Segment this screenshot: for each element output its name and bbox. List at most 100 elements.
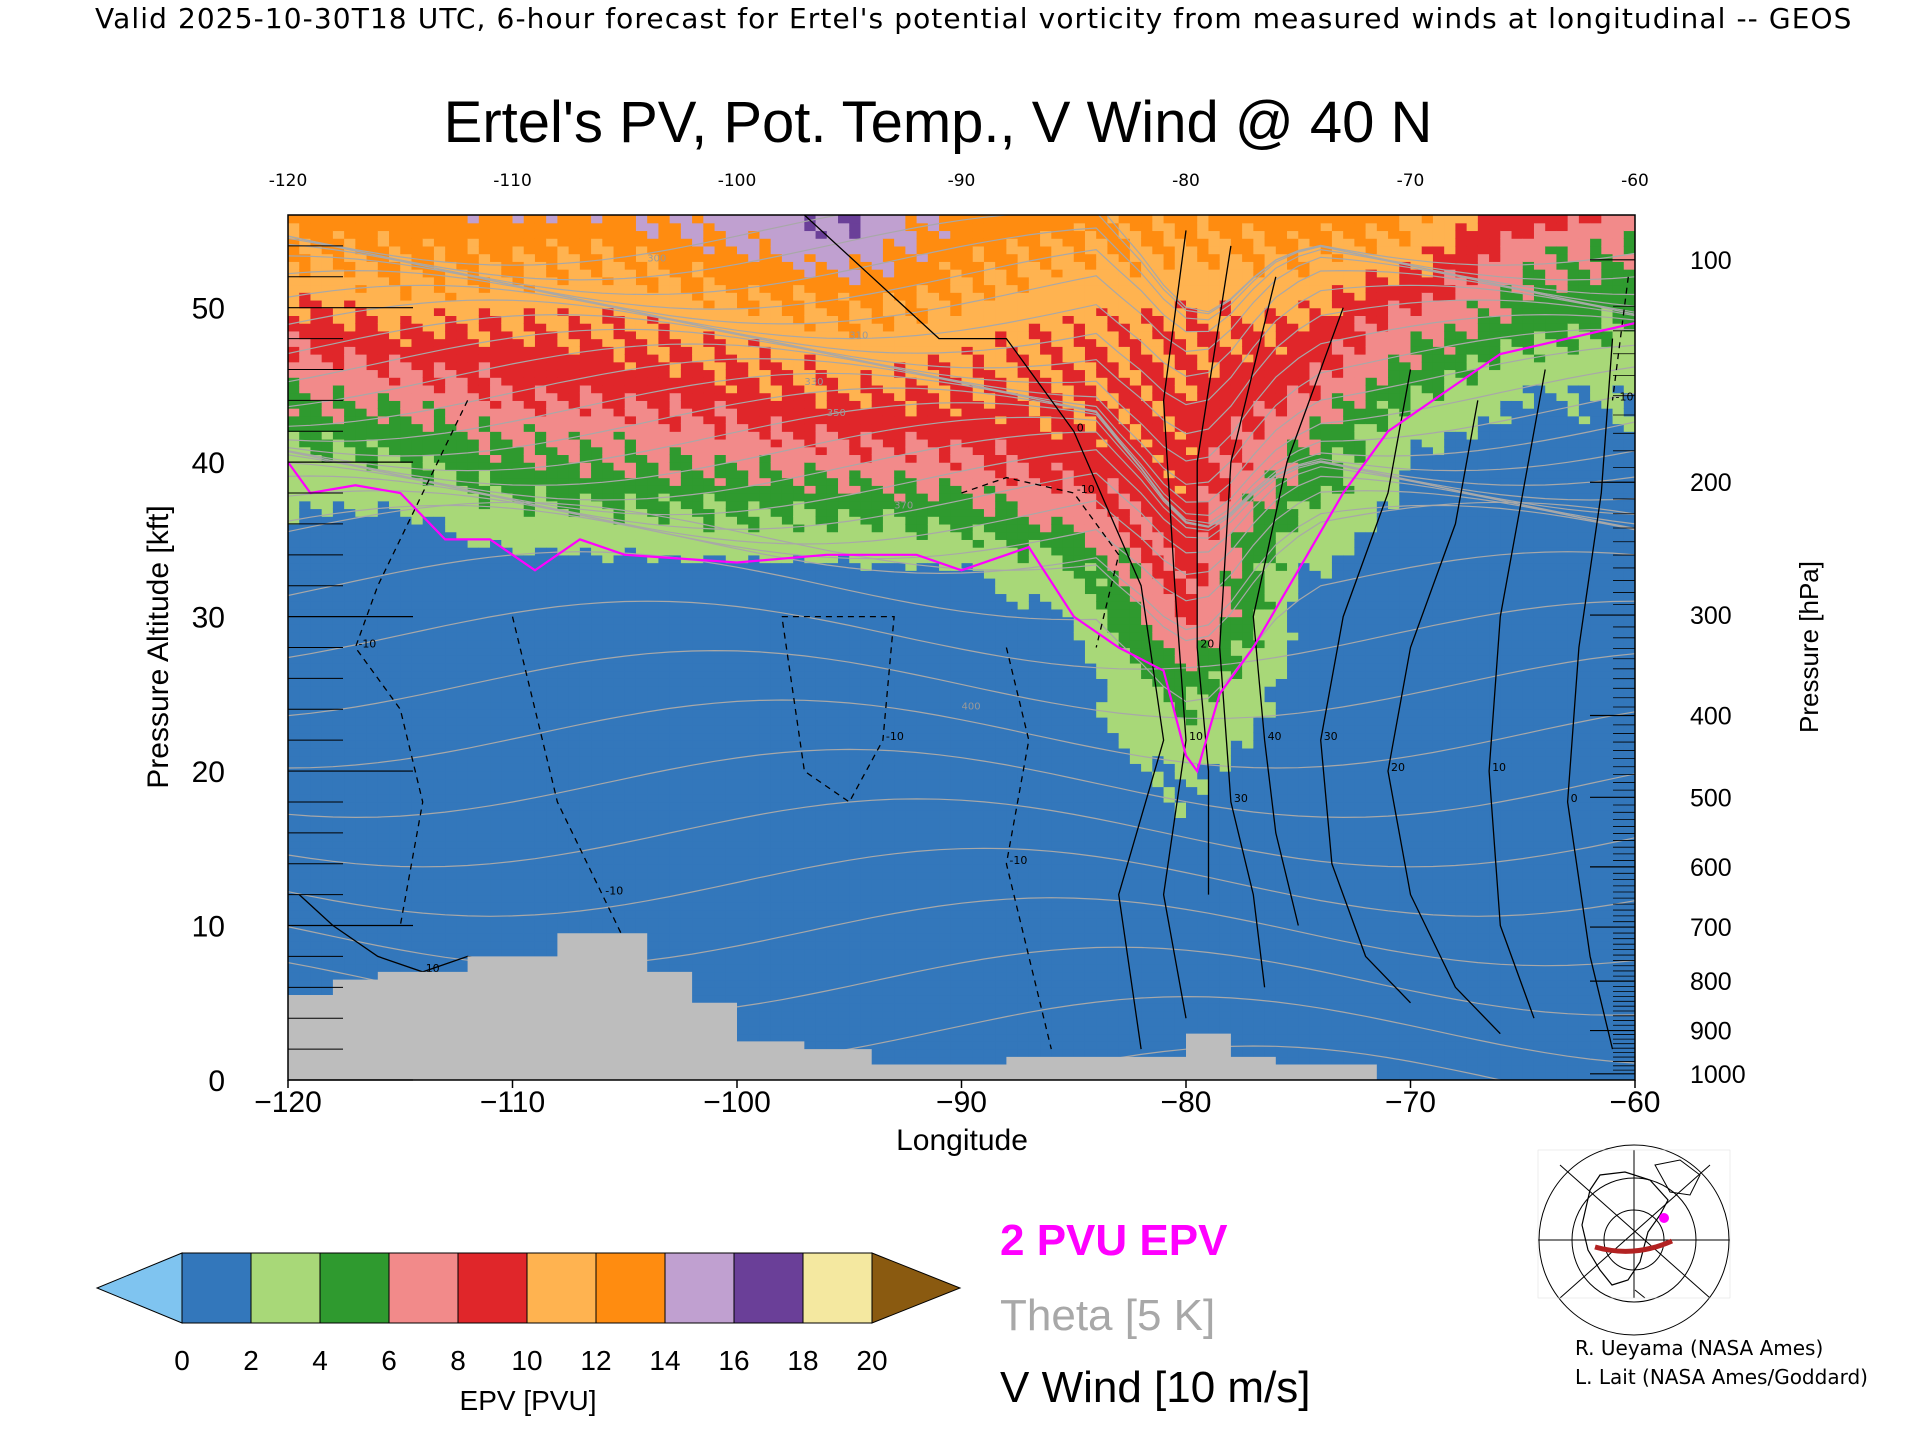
epv-cell (321, 863, 334, 873)
epv-cell (591, 686, 603, 695)
epv-cell (389, 315, 401, 324)
epv-cell (310, 693, 323, 703)
epv-cell (445, 662, 457, 672)
epv-cell (344, 778, 356, 788)
epv-cell (602, 686, 615, 695)
epv-cell (501, 222, 514, 232)
epv-cell (512, 832, 525, 842)
epv-cell (344, 886, 356, 896)
epv-cell (703, 384, 716, 394)
epv-cell (523, 299, 536, 309)
epv-cell (467, 917, 480, 927)
epv-cell (456, 346, 469, 355)
epv-cell (692, 330, 704, 340)
epv-cell (355, 732, 368, 741)
epv-cell (613, 639, 626, 649)
epv-cell (658, 238, 671, 247)
epv-cell (703, 477, 716, 486)
epv-cell (602, 755, 615, 764)
epv-cell (490, 570, 502, 579)
epv-cell (568, 338, 581, 347)
epv-cell (669, 547, 682, 556)
epv-cell (770, 987, 783, 996)
epv-cell (523, 230, 536, 239)
epv-cell (299, 662, 312, 672)
epv-cell (332, 616, 345, 625)
epv-cell (748, 995, 761, 1004)
epv-cell (523, 585, 536, 595)
epv-cell (613, 624, 626, 633)
epv-cell (366, 431, 379, 440)
epv-cell (490, 585, 502, 595)
epv-cell (748, 454, 761, 463)
epv-cell (400, 369, 413, 378)
epv-cell (456, 500, 469, 510)
epv-cell (288, 979, 300, 988)
epv-cell (299, 601, 312, 610)
epv-cell (658, 709, 671, 718)
epv-cell (725, 601, 738, 610)
epv-cell (579, 338, 592, 347)
epv-cell (288, 948, 300, 958)
epv-cell (725, 493, 738, 502)
epv-cell (748, 431, 761, 440)
epv-cell (321, 323, 334, 332)
epv-cell (759, 516, 772, 525)
epv-cell (411, 523, 424, 533)
epv-cell (703, 678, 716, 687)
epv-cell (692, 670, 704, 679)
epv-cell (647, 848, 660, 857)
epv-cell (467, 215, 480, 224)
epv-cell (490, 269, 502, 278)
epv-cell (355, 747, 368, 757)
epv-cell (579, 662, 592, 672)
epv-cell (737, 670, 749, 679)
epv-cell (366, 338, 379, 347)
epv-cell (321, 956, 334, 965)
epv-cell (377, 323, 390, 332)
epv-cell (669, 701, 682, 710)
epv-cell (591, 330, 603, 340)
epv-cell (299, 747, 312, 757)
epv-cell (534, 292, 547, 301)
epv-cell (288, 408, 300, 417)
epv-cell (288, 840, 300, 849)
epv-cell (692, 832, 704, 842)
epv-cell (725, 624, 738, 633)
epv-cell (669, 670, 682, 679)
epv-cell (568, 624, 581, 633)
epv-cell (456, 431, 469, 440)
epv-cell (759, 423, 772, 432)
epv-cell (445, 215, 457, 224)
epv-cell (669, 307, 682, 317)
epv-cell (400, 724, 413, 734)
epv-cell (288, 446, 300, 456)
epv-cell (602, 747, 615, 757)
epv-cell (400, 577, 413, 587)
epv-cell (624, 361, 637, 371)
epv-cell (737, 832, 749, 842)
epv-cell (433, 632, 446, 641)
epv-cell (568, 361, 581, 371)
epv-cell (355, 338, 368, 347)
epv-cell (714, 485, 727, 494)
epv-cell (546, 840, 558, 849)
epv-cell (591, 925, 603, 934)
epv-cell (748, 415, 761, 425)
epv-cell (680, 577, 693, 587)
epv-cell (310, 485, 323, 494)
epv-cell (546, 863, 558, 873)
epv-cell (288, 832, 300, 842)
epv-cell (366, 809, 379, 819)
epv-cell (400, 438, 413, 448)
epv-cell (389, 215, 401, 224)
epv-cell (366, 971, 379, 981)
epv-cell (310, 361, 323, 371)
epv-cell (288, 678, 300, 687)
epv-cell (422, 639, 435, 649)
epv-cell (557, 238, 570, 247)
epv-cell (389, 423, 401, 432)
epv-cell (748, 778, 761, 788)
epv-cell (456, 747, 469, 757)
epv-cell (478, 832, 491, 842)
